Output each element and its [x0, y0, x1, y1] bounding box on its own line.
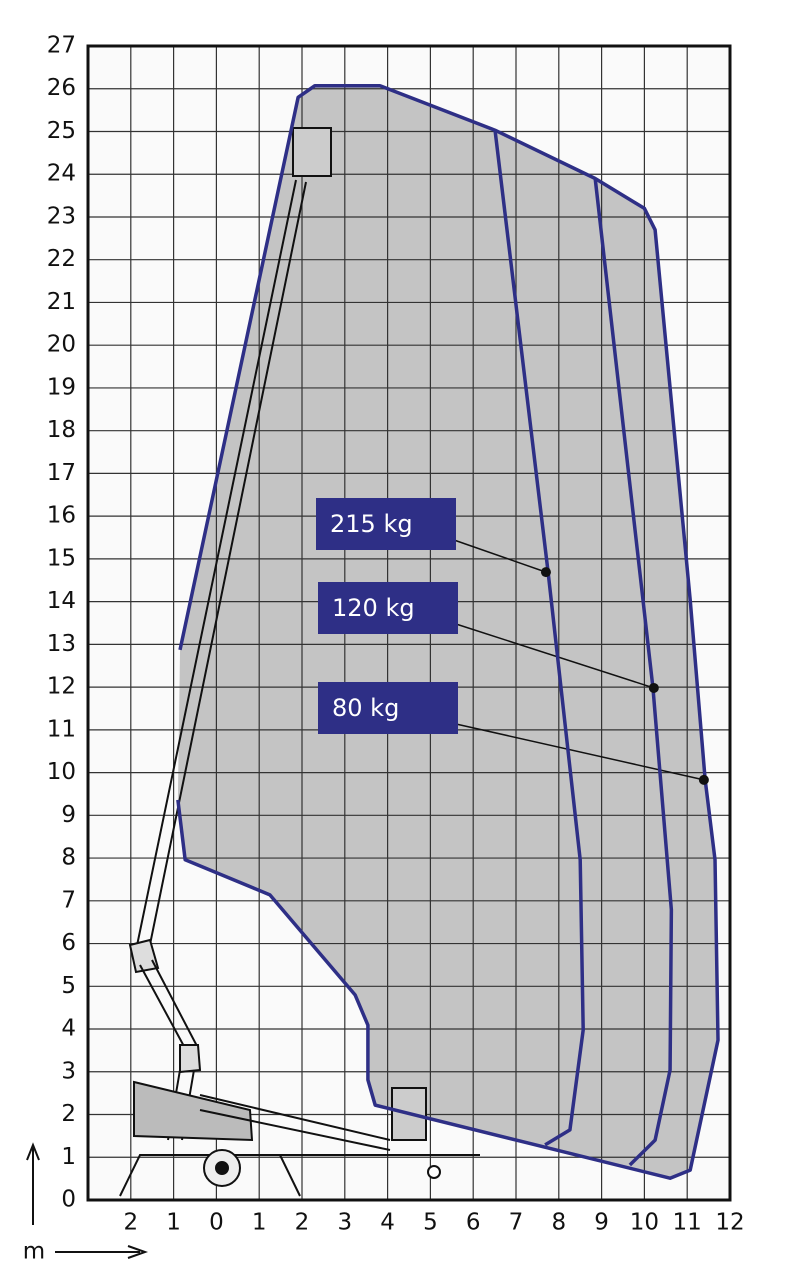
y-tick-label: 8	[61, 845, 76, 871]
capacity-label: 215 kg	[330, 510, 413, 538]
label-box	[318, 582, 458, 634]
y-tick-label: 11	[47, 716, 76, 742]
leader-line	[453, 539, 547, 573]
machine-drawing	[119, 127, 480, 1197]
y-tick-label: 16	[47, 503, 76, 529]
x-tick-label: 11	[673, 1210, 702, 1236]
y-tick-label: 10	[47, 759, 76, 785]
capacity-label: 80 kg	[332, 694, 399, 722]
x-tick-label: 3	[337, 1210, 352, 1236]
y-tick-label: 24	[47, 161, 76, 187]
label-box	[316, 498, 456, 550]
y-tick-label: 5	[61, 973, 76, 999]
y-tick-label: 17	[47, 460, 76, 486]
y-tick-label: 25	[47, 118, 76, 144]
y-tick-label: 20	[47, 332, 76, 358]
y-tick-label: 12	[47, 674, 76, 700]
y-tick-label: 9	[61, 802, 76, 828]
curves: 80 kg 120 kg 215 kg	[176, 83, 720, 1180]
y-tick-label: 22	[47, 246, 76, 272]
x-tick-label: 2	[123, 1210, 138, 1236]
x-tick-label: 0	[209, 1210, 224, 1236]
x-tick-label: 6	[466, 1210, 481, 1236]
x-unit: m	[23, 1239, 45, 1265]
y-tick-label: 18	[47, 417, 76, 443]
y-tick-label: 26	[47, 75, 76, 101]
y-tick-label: 13	[47, 631, 76, 657]
x-tick-label: 4	[380, 1210, 395, 1236]
x-tick-label: 1	[166, 1210, 181, 1236]
leader-line	[455, 623, 655, 689]
y-tick-label: 15	[47, 545, 76, 571]
capacity-label: 120 kg	[332, 594, 415, 622]
capacity-point	[698, 774, 709, 785]
y-tick-label: 0	[61, 1187, 76, 1213]
capacity-point	[648, 682, 659, 693]
x-tick-label: 10	[630, 1210, 659, 1236]
y-tick-label: 6	[61, 930, 76, 956]
y-tick-label: 23	[47, 203, 76, 229]
x-tick-label: 1	[252, 1210, 267, 1236]
x-tick-label: 9	[594, 1210, 609, 1236]
range-curve	[176, 83, 720, 1180]
range-curve	[593, 178, 674, 1167]
y-tick-label: 14	[47, 588, 76, 614]
y-tick-label: 7	[61, 887, 76, 913]
label-box	[318, 682, 458, 734]
x-tick-label: 12	[715, 1210, 744, 1236]
y-tick-label: 27	[47, 33, 76, 59]
axis-arrows	[26, 1142, 149, 1259]
y-tick-label: 1	[61, 1144, 76, 1170]
plot-frame	[86, 44, 732, 1202]
y-tick-label: 2	[61, 1101, 76, 1127]
leader-line	[455, 723, 705, 781]
range-curve	[493, 129, 585, 1147]
x-tick-label: 2	[295, 1210, 310, 1236]
x-tick-label: 7	[509, 1210, 524, 1236]
y-tick-label: 21	[47, 289, 76, 315]
capacity-point	[540, 567, 551, 578]
y-tick-label: 3	[61, 1058, 76, 1084]
x-tick-label: 5	[423, 1210, 438, 1236]
x-tick-label: 8	[551, 1210, 566, 1236]
y-tick-label: 19	[47, 374, 76, 400]
y-tick-label: 4	[61, 1016, 76, 1042]
